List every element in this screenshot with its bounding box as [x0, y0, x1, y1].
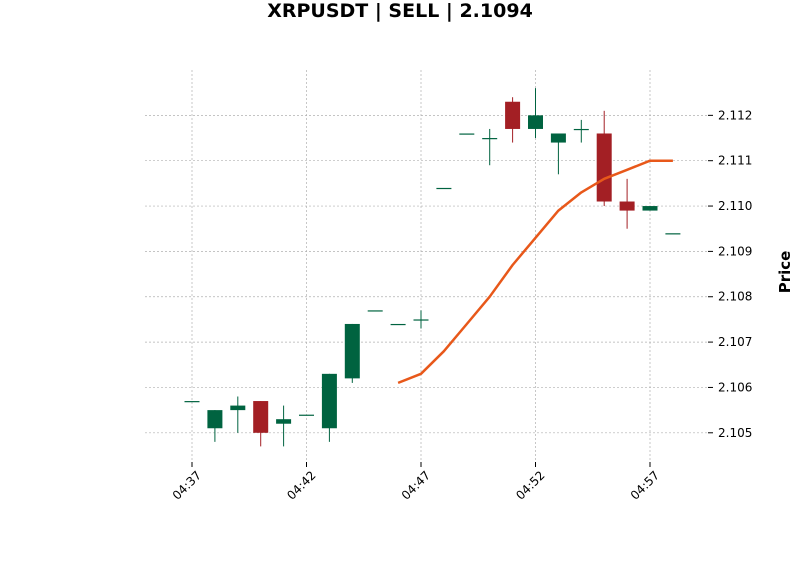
- candle-body: [207, 410, 223, 429]
- candle-body: [390, 323, 406, 326]
- candle: [207, 410, 223, 442]
- candle: [299, 414, 314, 416]
- y-tick-label: 2.109: [718, 244, 752, 258]
- candle-body: [482, 138, 498, 140]
- candle: [253, 401, 269, 447]
- candle-body: [550, 133, 566, 143]
- candle-body: [253, 401, 269, 433]
- candle-body: [528, 115, 543, 129]
- candle-body: [436, 187, 452, 190]
- moving-average: [397, 159, 673, 385]
- y-axis-label: Price: [776, 251, 794, 294]
- candle-body: [367, 310, 383, 312]
- y-tick-label: 2.107: [718, 335, 752, 349]
- candle: [390, 323, 406, 326]
- candle: [505, 97, 521, 143]
- candle: [619, 178, 635, 229]
- candle: [573, 119, 589, 143]
- y-tick-label: 2.112: [718, 108, 752, 122]
- y-tick-label: 2.105: [718, 426, 752, 440]
- y-tick-label: 2.111: [718, 154, 752, 168]
- y-axis: 2.105 2.106 2.107 2.108 2.109 2.110 2.111 2.112: [708, 108, 752, 440]
- moving-average-line: [397, 159, 673, 385]
- x-axis: 04:37 04:42 04:47 04:52 04:57: [170, 462, 662, 503]
- candle: [276, 405, 292, 447]
- candle-body: [459, 133, 475, 135]
- candles: [184, 88, 681, 447]
- candle: [482, 128, 498, 166]
- candle-body: [230, 405, 246, 411]
- candle: [642, 206, 658, 211]
- candle-body: [276, 419, 292, 424]
- x-tick-label: 04:52: [513, 468, 547, 502]
- candle: [665, 233, 681, 235]
- candle-body: [573, 128, 589, 131]
- chart-title: XRPUSDT | SELL | 2.1094: [267, 0, 533, 22]
- candle: [367, 310, 383, 312]
- candle-body: [413, 319, 429, 321]
- candle: [459, 133, 475, 135]
- x-tick-label: 04:37: [170, 468, 204, 502]
- candle: [413, 310, 429, 329]
- candle-body: [321, 373, 337, 429]
- x-tick-label: 04:57: [628, 468, 662, 502]
- candle-body: [619, 201, 635, 211]
- candle-body: [665, 233, 681, 235]
- candle: [528, 88, 543, 139]
- candle: [321, 373, 337, 442]
- candle: [550, 133, 566, 175]
- candle: [184, 401, 200, 403]
- candle-body: [184, 401, 200, 403]
- candle: [596, 110, 612, 207]
- grid: [145, 70, 708, 460]
- y-tick-label: 2.110: [718, 199, 752, 213]
- candle: [230, 396, 246, 433]
- candle: [344, 323, 360, 383]
- x-tick-label: 04:47: [399, 468, 433, 502]
- candle-body: [596, 133, 612, 202]
- x-tick-label: 04:42: [284, 468, 318, 502]
- candle: [436, 187, 452, 190]
- candle-body: [344, 323, 360, 379]
- candle-body: [642, 206, 658, 211]
- candle-body: [299, 414, 314, 416]
- y-tick-label: 2.108: [718, 290, 752, 304]
- y-tick-label: 2.106: [718, 380, 752, 394]
- candle-body: [505, 101, 521, 129]
